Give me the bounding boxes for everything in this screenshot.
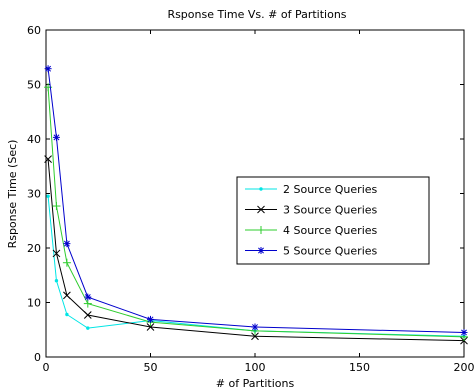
x-tick-label: 100	[245, 361, 266, 374]
data-point	[84, 293, 92, 301]
legend-marker	[257, 226, 265, 234]
legend-label: 3 Source Queries	[283, 204, 378, 217]
data-point-dot	[54, 279, 59, 283]
legend-label: 5 Source Queries	[283, 245, 378, 258]
data-point-d2	[45, 65, 52, 72]
y-axis-label: Rsponse Time (Sec)	[6, 140, 19, 249]
x-tick-label: 0	[43, 361, 50, 374]
series-2	[44, 155, 468, 345]
data-point	[83, 299, 92, 308]
data-point	[62, 258, 71, 267]
data-point	[63, 291, 71, 300]
data-point	[63, 240, 71, 248]
legend-entry: 3 Source Queries	[245, 204, 378, 217]
data-point-dot	[86, 326, 90, 330]
data-point-b	[251, 332, 259, 341]
legend-marker-dot	[259, 187, 263, 191]
data-point	[251, 323, 259, 331]
data-point	[83, 311, 92, 319]
legend-entry: 2 Source Queries	[245, 183, 378, 196]
x-axis-label: # of Partitions	[216, 377, 295, 390]
data-point-dot	[46, 194, 50, 198]
legend: 2 Source Queries 3 Source Queries 4 Source…	[236, 176, 430, 265]
data-point-dot	[65, 312, 69, 317]
data-point-d2	[252, 324, 258, 330]
chart-title: Rsponse Time Vs. # of Partitions	[167, 8, 346, 21]
legend-marker-d2	[258, 247, 264, 254]
x-tick-label: 200	[454, 361, 474, 374]
legend-label: 4 Source Queries	[283, 224, 378, 237]
legend-marker	[257, 247, 265, 254]
data-point	[65, 312, 69, 317]
data-point-b	[63, 291, 71, 300]
y-tick-label: 10	[27, 297, 41, 310]
legend-marker	[259, 187, 263, 191]
x-axis: 0 50 100 150 200	[43, 30, 474, 374]
y-tick-label: 50	[27, 79, 41, 92]
data-point-b	[83, 311, 92, 319]
series-layer	[44, 65, 468, 345]
data-point-d2	[63, 240, 70, 247]
data-point	[146, 323, 155, 331]
data-point-d2	[461, 329, 467, 336]
y-tick-label: 20	[27, 242, 41, 255]
data-point	[147, 315, 154, 323]
legend-entry: 5 Source Queries	[245, 245, 378, 258]
y-tick-label: 0	[34, 351, 41, 364]
legend-marker	[257, 205, 265, 214]
legend-entry: 4 Source Queries	[245, 224, 378, 237]
y-tick-label: 40	[27, 133, 41, 146]
data-point	[86, 326, 90, 330]
series-4	[44, 65, 468, 336]
data-point-b	[44, 155, 52, 164]
data-point-b	[52, 249, 61, 258]
data-point	[44, 155, 52, 164]
y-tick-label: 30	[27, 188, 41, 201]
data-point	[251, 332, 259, 341]
legend-label: 2 Source Queries	[283, 183, 378, 196]
data-point	[46, 194, 50, 198]
data-point	[460, 328, 468, 336]
data-point-d2	[53, 134, 60, 141]
x-tick-label: 150	[349, 361, 370, 374]
legend-marker-b	[257, 205, 265, 214]
data-point	[52, 249, 61, 258]
data-point	[52, 202, 61, 211]
data-point	[52, 133, 60, 141]
y-axis: 0 10 20 30 40 50 60	[27, 24, 464, 364]
data-point	[44, 65, 52, 73]
legend-box	[236, 176, 430, 265]
data-point-b	[146, 323, 155, 331]
y-tick-label: 60	[27, 24, 41, 37]
data-point-d2	[84, 294, 91, 301]
x-tick-label: 50	[144, 361, 158, 374]
data-point-d2	[147, 316, 154, 323]
data-point	[54, 279, 59, 283]
